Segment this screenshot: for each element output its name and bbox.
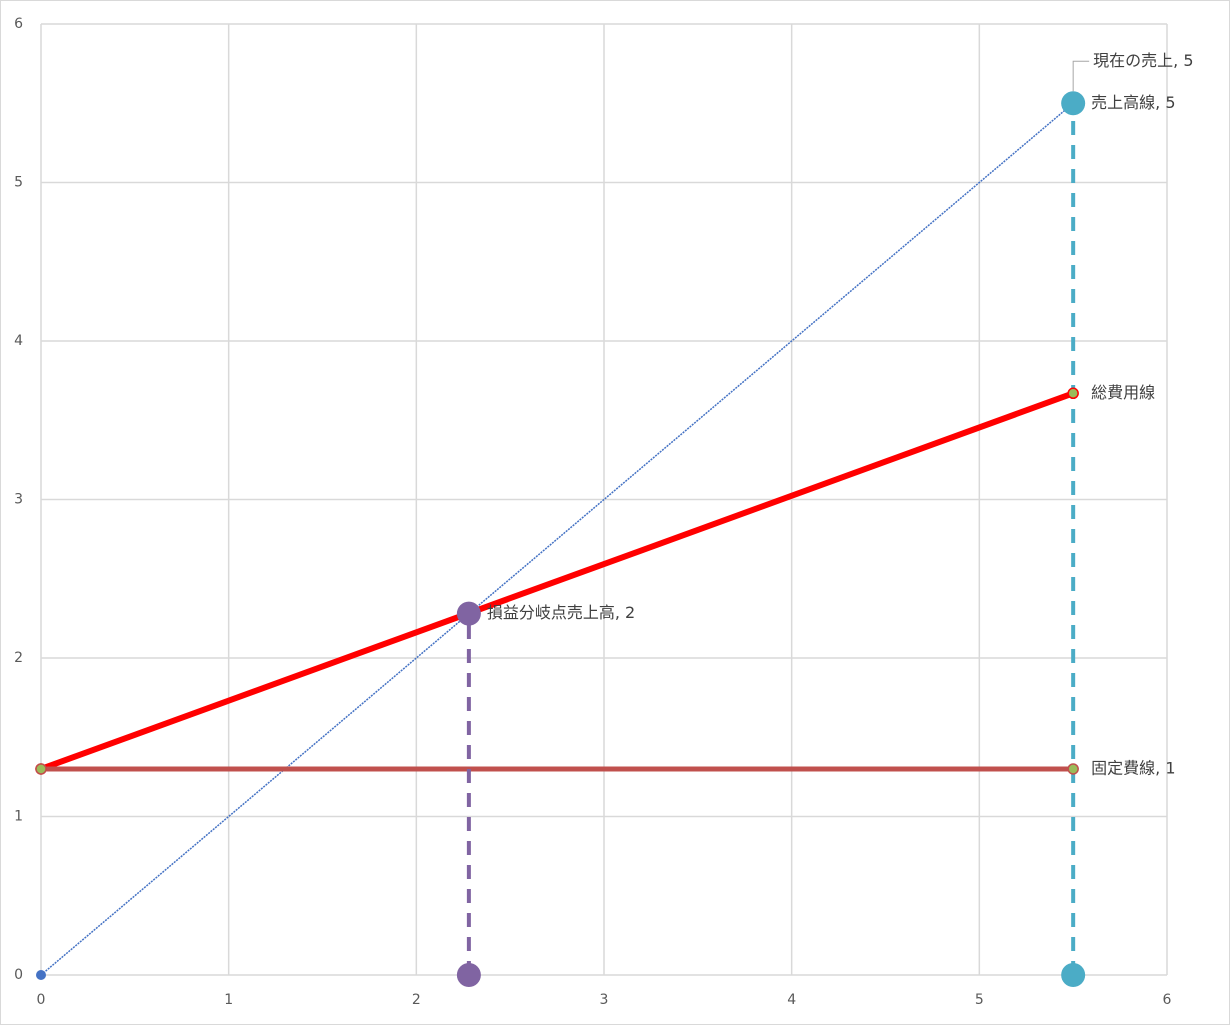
- marker: [1061, 963, 1086, 987]
- x-tick-label: 1: [224, 992, 233, 1008]
- marker: [1067, 387, 1079, 400]
- x-tick-label: 6: [1163, 992, 1172, 1008]
- x-tick-label: 0: [37, 992, 46, 1008]
- data-label: 固定費線, 1: [1091, 758, 1175, 777]
- marker: [35, 763, 47, 775]
- x-tick-label: 5: [975, 992, 984, 1008]
- y-tick-label: 2: [14, 650, 23, 666]
- marker: [1067, 763, 1079, 775]
- series-line: [39, 390, 1075, 772]
- data-label: 総費用線: [1091, 383, 1155, 402]
- y-tick-label: 3: [14, 492, 23, 508]
- y-tick-label: 5: [14, 175, 23, 191]
- x-tick-label: 2: [412, 992, 421, 1008]
- y-tick-label: 4: [14, 333, 23, 349]
- data-label: 売上高線, 5: [1091, 93, 1175, 112]
- x-tick-label: 4: [787, 992, 796, 1008]
- marker: [456, 601, 481, 626]
- series-line: [40, 102, 1074, 976]
- data-label: 損益分岐点売上高, 2: [487, 603, 635, 622]
- y-tick-label: 6: [14, 16, 23, 32]
- marker: [456, 963, 481, 987]
- y-tick-label: 0: [14, 967, 23, 983]
- y-tick-label: 1: [14, 809, 23, 825]
- marker: [1061, 91, 1086, 116]
- data-label: 現在の売上, 5: [1093, 51, 1193, 70]
- x-tick-label: 3: [600, 992, 609, 1008]
- leader-line: [1072, 60, 1090, 92]
- marker: [36, 970, 46, 980]
